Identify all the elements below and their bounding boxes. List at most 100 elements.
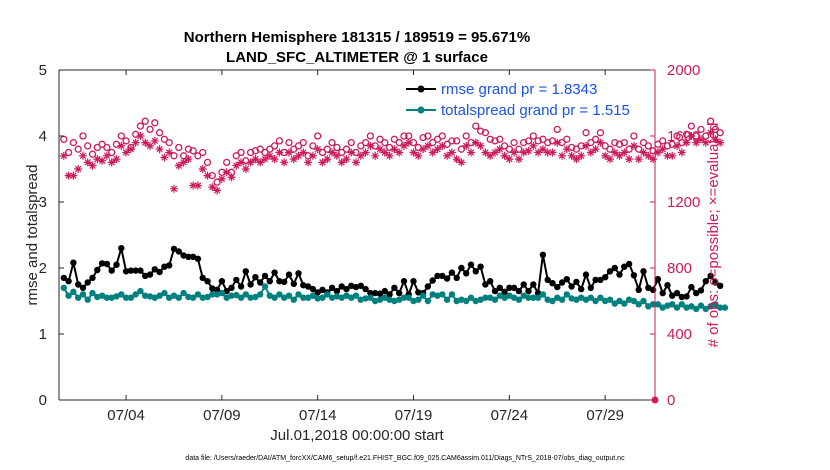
possible-point xyxy=(395,138,403,147)
rmse-point xyxy=(472,268,479,275)
rmse-point xyxy=(688,283,695,291)
totalspread-point xyxy=(396,296,403,303)
evaluated-point xyxy=(198,165,207,173)
evaluated-point xyxy=(639,148,648,157)
rmse-point xyxy=(654,276,662,283)
possible-point xyxy=(500,142,509,150)
evaluated-point xyxy=(586,148,595,157)
rmse-point xyxy=(300,282,307,289)
evaluated-point xyxy=(447,148,456,157)
rmse-point xyxy=(367,289,374,297)
evaluated-point xyxy=(184,155,193,164)
rmse-point xyxy=(669,292,676,299)
totalspread-point xyxy=(161,289,168,297)
possible-point xyxy=(98,140,106,148)
totalspread-point xyxy=(295,291,302,298)
rmse-point xyxy=(645,284,652,291)
totalspread-point xyxy=(60,284,67,291)
x-tick-label: 07/09 xyxy=(203,407,241,424)
possible-point xyxy=(251,147,260,155)
possible-point xyxy=(433,135,442,143)
rmse-point xyxy=(146,271,154,278)
evaluated-point xyxy=(572,155,581,164)
rmse-point xyxy=(84,279,91,286)
evaluated-point xyxy=(265,151,274,160)
possible-point xyxy=(539,135,547,143)
evaluated-point xyxy=(93,155,102,164)
totalspread-point xyxy=(549,297,556,305)
rmse-point xyxy=(482,281,489,288)
evaluated-point xyxy=(625,155,634,164)
evaluated-point xyxy=(543,148,552,157)
possible-point xyxy=(232,152,240,160)
possible-point xyxy=(117,132,125,140)
evaluated-point xyxy=(208,183,217,192)
evaluated-point xyxy=(438,141,447,150)
rmse-point xyxy=(309,285,317,293)
evaluated-point xyxy=(658,145,667,154)
rmse-point xyxy=(237,283,245,290)
possible-point xyxy=(625,145,633,153)
possible-point xyxy=(591,135,600,143)
evaluated-point xyxy=(696,135,705,144)
evaluated-point xyxy=(232,161,241,170)
legend-spread-marker xyxy=(417,106,425,114)
possible-point xyxy=(347,138,355,147)
possible-point xyxy=(587,138,595,147)
possible-point xyxy=(294,142,303,150)
evaluated-point xyxy=(241,165,250,173)
evaluated-point xyxy=(342,155,351,164)
totalspread-point xyxy=(534,294,542,301)
rmse-point xyxy=(568,283,575,290)
rmse-point xyxy=(70,259,77,266)
rmse-point xyxy=(257,279,264,286)
possible-point xyxy=(544,138,552,147)
totalspread-point xyxy=(218,289,226,297)
rmse-point xyxy=(510,284,518,291)
rmse-point xyxy=(252,274,259,281)
rmse-point xyxy=(501,288,508,295)
evaluated-point xyxy=(467,148,476,157)
chart-title-line2: LAND_SFC_ALTIMETER @ 1 surface xyxy=(226,49,488,66)
totalspread-point xyxy=(309,292,317,299)
possible-point xyxy=(496,135,504,143)
rmse-point xyxy=(491,287,499,295)
totalspread-point xyxy=(578,294,585,301)
possible-point xyxy=(582,129,590,137)
evaluated-point xyxy=(380,148,389,157)
totalspread-point xyxy=(381,294,388,301)
evaluated-point xyxy=(366,141,375,150)
rmse-point xyxy=(463,270,470,277)
totalspread-point xyxy=(688,303,695,310)
series-possible xyxy=(60,117,724,186)
possible-point xyxy=(505,145,514,153)
totalspread-point xyxy=(712,301,719,308)
rmse-point xyxy=(161,263,168,270)
evaluated-point xyxy=(605,155,614,164)
rmse-point xyxy=(127,267,135,274)
evaluated-point xyxy=(141,138,150,147)
evaluated-point xyxy=(217,174,226,183)
possible-point xyxy=(256,145,264,153)
evaluated-point xyxy=(174,161,183,170)
possible-point xyxy=(481,129,490,137)
totalspread-point xyxy=(501,294,508,301)
rmse-point xyxy=(525,287,532,295)
rmse-point xyxy=(534,289,542,297)
possible-point xyxy=(103,143,111,152)
possible-point xyxy=(510,138,518,147)
totalspread-point xyxy=(458,296,465,303)
rmse-point xyxy=(118,245,125,252)
evaluated-point xyxy=(711,135,720,144)
rmse-point xyxy=(712,279,719,286)
evaluated-point xyxy=(356,151,365,160)
rmse-point xyxy=(113,261,120,268)
totalspread-point xyxy=(616,297,623,305)
rmse-point xyxy=(496,284,503,291)
evaluated-point xyxy=(318,158,327,167)
evaluated-point xyxy=(308,151,317,160)
evaluated-point xyxy=(261,155,270,164)
totalspread-point xyxy=(673,304,681,311)
y-right-tick-label: 1600 xyxy=(667,128,700,145)
evaluated-point xyxy=(399,141,408,150)
